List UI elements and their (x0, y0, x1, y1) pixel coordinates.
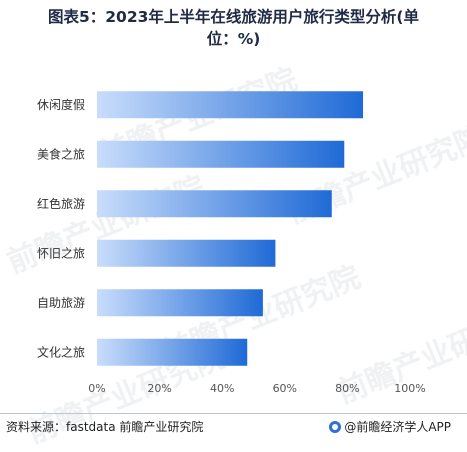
category-label: 美食之旅 (37, 146, 85, 161)
source-note: 资料来源：fastdata 前瞻产业研究院 (6, 420, 204, 434)
x-tick-label: 40% (210, 382, 234, 395)
category-label: 自助旅游 (37, 296, 85, 310)
bar-4 (97, 289, 263, 317)
chart-title: 图表5：2023年上半年在线旅游用户旅行类型分析(单位：%) (47, 8, 419, 48)
bar-5 (97, 338, 248, 366)
bar-2 (97, 190, 332, 218)
bars-layer (97, 91, 364, 366)
x-tick-label: 0% (88, 382, 105, 395)
category-label: 休闲度假 (37, 97, 85, 112)
x-tick-label: 20% (147, 382, 171, 395)
category-label: 红色旅游 (37, 196, 85, 211)
brand-logo-icon (329, 420, 342, 433)
footer-divider (0, 413, 467, 414)
bar-3 (97, 239, 276, 267)
bar-0 (97, 91, 364, 119)
bar-1 (97, 140, 345, 168)
category-label: 怀旧之旅 (37, 246, 85, 260)
x-tick-label: 80% (335, 382, 359, 395)
x-tick-label: 100% (394, 382, 425, 395)
brand-credit: @前瞻经济学人APP (329, 418, 451, 435)
x-tick-label: 60% (273, 382, 297, 395)
x-axis-ticks: 0% 20% 40% 60% 80% 100% (88, 382, 425, 395)
brand-text: @前瞻经济学人APP (344, 420, 451, 434)
category-label: 文化之旅 (37, 344, 85, 359)
